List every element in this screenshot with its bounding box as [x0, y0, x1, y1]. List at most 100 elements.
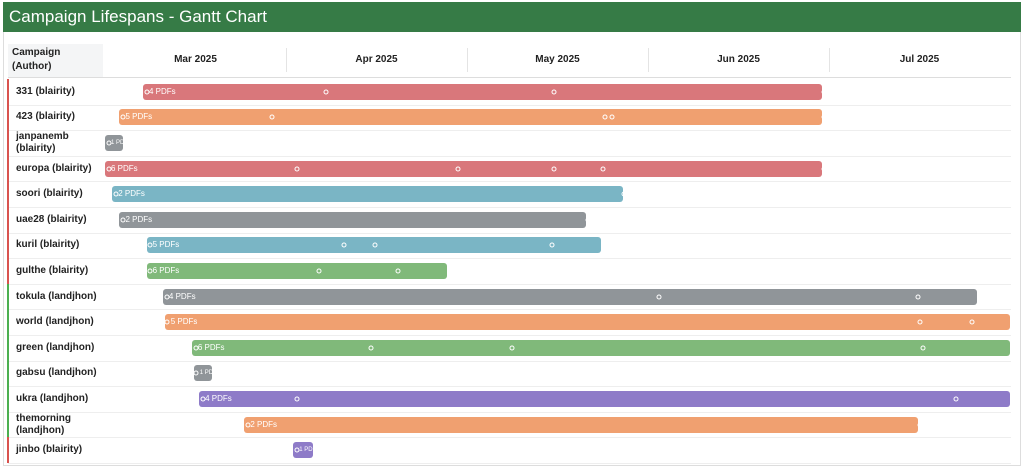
- row-label: uae28 (blairity): [16, 213, 87, 225]
- gantt-bar: [164, 314, 1010, 331]
- pdf-marker: [120, 114, 126, 120]
- pdf-marker: [509, 345, 515, 351]
- row-line: [8, 181, 1011, 183]
- row-label: 423 (blairity): [16, 111, 75, 123]
- row-line: [8, 207, 1011, 208]
- gantt-bar: [244, 416, 918, 433]
- row-label: green (landjhon): [16, 341, 95, 353]
- header-row-bg: [8, 44, 103, 77]
- author-accent: [7, 181, 9, 207]
- x-tick-label: Mar 2025: [174, 54, 217, 65]
- pdf-marker: [821, 89, 827, 95]
- gantt-bar: [162, 288, 978, 305]
- pdf-marker: [106, 140, 112, 146]
- bar-label: 1 PDF: [299, 447, 313, 454]
- column-separator: [829, 48, 830, 72]
- bar-label: 5 PDFs: [125, 112, 153, 122]
- x-tick-label: Jul 2025: [899, 54, 940, 65]
- pdf-marker: [193, 345, 198, 351]
- x-tick-label: Apr 2025: [355, 54, 398, 65]
- pdf-marker: [294, 396, 300, 402]
- row-line: [8, 411, 1011, 413]
- row-line: [8, 155, 1011, 157]
- row-label: tokula (landjhon): [16, 290, 97, 302]
- author-accent: [7, 207, 9, 233]
- pdf-marker: [200, 396, 206, 402]
- bar-label: 1 PDF: [199, 370, 212, 377]
- author-accent: [7, 386, 9, 412]
- pdf-marker: [294, 166, 300, 172]
- row-label: jinbo (blairity): [16, 444, 83, 456]
- pdf-marker: [656, 294, 662, 300]
- row-label: world (landjhon): [16, 316, 94, 328]
- pdf-marker: [316, 268, 322, 274]
- bar-label: 6 PDFs: [111, 163, 138, 173]
- row-label: ukra (landjhon): [16, 392, 89, 404]
- pdf-marker: [144, 89, 150, 95]
- author-accent: [7, 437, 9, 463]
- header-row-line: [8, 77, 1011, 78]
- pdf-marker: [915, 294, 921, 300]
- pdf-marker: [602, 242, 608, 248]
- row-label: europa (blairity): [16, 162, 92, 174]
- row-header-line: Campaign: [12, 47, 61, 58]
- pdf-marker: [120, 217, 126, 223]
- row-line: [8, 104, 1011, 106]
- bar-label: 4 PDFs: [149, 86, 176, 96]
- gantt-bar: [199, 391, 1010, 407]
- pdf-marker: [147, 268, 153, 274]
- pdf-marker: [147, 242, 153, 248]
- pdf-marker: [551, 89, 557, 95]
- author-accent: [7, 130, 9, 156]
- chart-frame: [3, 32, 1021, 466]
- author-accent: [7, 258, 9, 284]
- row-line: [8, 437, 1011, 439]
- pdf-marker: [341, 242, 347, 248]
- pdf-marker: [164, 319, 170, 325]
- pdf-marker: [448, 268, 454, 274]
- bar-label: 2 PDFs: [125, 214, 153, 224]
- pdf-marker: [245, 422, 251, 428]
- pdf-marker: [978, 294, 984, 300]
- pdf-marker: [164, 294, 170, 300]
- row-line: [8, 130, 1011, 132]
- pdf-marker: [193, 370, 198, 376]
- pdf-marker: [551, 166, 557, 172]
- gantt-bar: [293, 442, 314, 459]
- row-line: [8, 335, 1011, 336]
- pdf-marker: [372, 242, 378, 248]
- bar-label: 2 PDFs: [118, 189, 145, 199]
- row-label: janpanemb (blairity): [16, 130, 69, 154]
- pdf-marker: [585, 217, 591, 223]
- author-accent: [7, 360, 9, 387]
- row-label: gabsu (landjhon): [16, 367, 97, 379]
- pdf-marker: [113, 191, 119, 197]
- bar-label: 5 PDFs: [152, 240, 180, 250]
- gantt-bar: [146, 263, 448, 279]
- gantt-bar: [143, 83, 822, 100]
- gantt-bar: [105, 160, 822, 177]
- author-accent: [7, 335, 9, 361]
- author-accent: [7, 104, 9, 131]
- bar-label: 5 PDFs: [170, 317, 198, 327]
- bar-label: 4 PDFs: [205, 394, 232, 403]
- pdf-marker: [549, 242, 555, 248]
- row-label: gulthe (blairity): [16, 264, 89, 276]
- pdf-marker: [269, 114, 275, 120]
- row-label: themorning (landjhon): [16, 412, 71, 436]
- author-accent: [7, 309, 9, 335]
- pdf-marker: [609, 114, 615, 120]
- author-accent: [7, 283, 9, 310]
- pdf-marker: [917, 422, 922, 428]
- pdf-marker: [368, 345, 374, 351]
- pdf-marker: [455, 166, 461, 172]
- bar-label: 6 PDFs: [152, 266, 180, 275]
- column-separator: [467, 48, 468, 72]
- row-line: [8, 360, 1011, 362]
- row-line: [8, 463, 1011, 464]
- x-tick-label: Jun 2025: [717, 54, 760, 65]
- pdf-marker: [602, 114, 608, 120]
- row-label: kuril (blairity): [16, 239, 80, 251]
- pdf-marker: [106, 166, 112, 172]
